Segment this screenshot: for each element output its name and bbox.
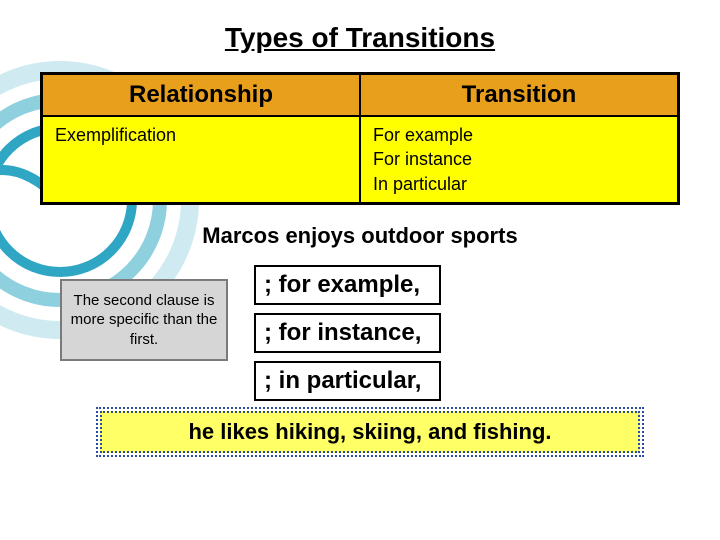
- explanation-note: The second clause is more specific than …: [60, 279, 228, 362]
- transition-item: For instance: [373, 147, 665, 171]
- header-transition: Transition: [360, 74, 679, 117]
- transition-option: ; in particular,: [254, 361, 441, 401]
- transitions-table: Relationship Transition Exemplification …: [40, 72, 680, 205]
- slide-title: Types of Transitions: [40, 22, 680, 54]
- example-intro: Marcos enjoys outdoor sports: [40, 223, 680, 249]
- transition-option: ; for example,: [254, 265, 441, 305]
- transition-options: ; for example, ; for instance, ; in part…: [254, 265, 441, 401]
- header-relationship: Relationship: [42, 74, 361, 117]
- cell-transitions: For example For instance In particular: [360, 116, 679, 203]
- transition-option: ; for instance,: [254, 313, 441, 353]
- transition-item: In particular: [373, 172, 665, 196]
- cell-relationship: Exemplification: [42, 116, 361, 203]
- transition-item: For example: [373, 123, 665, 147]
- example-closing: he likes hiking, skiing, and fishing.: [100, 411, 640, 453]
